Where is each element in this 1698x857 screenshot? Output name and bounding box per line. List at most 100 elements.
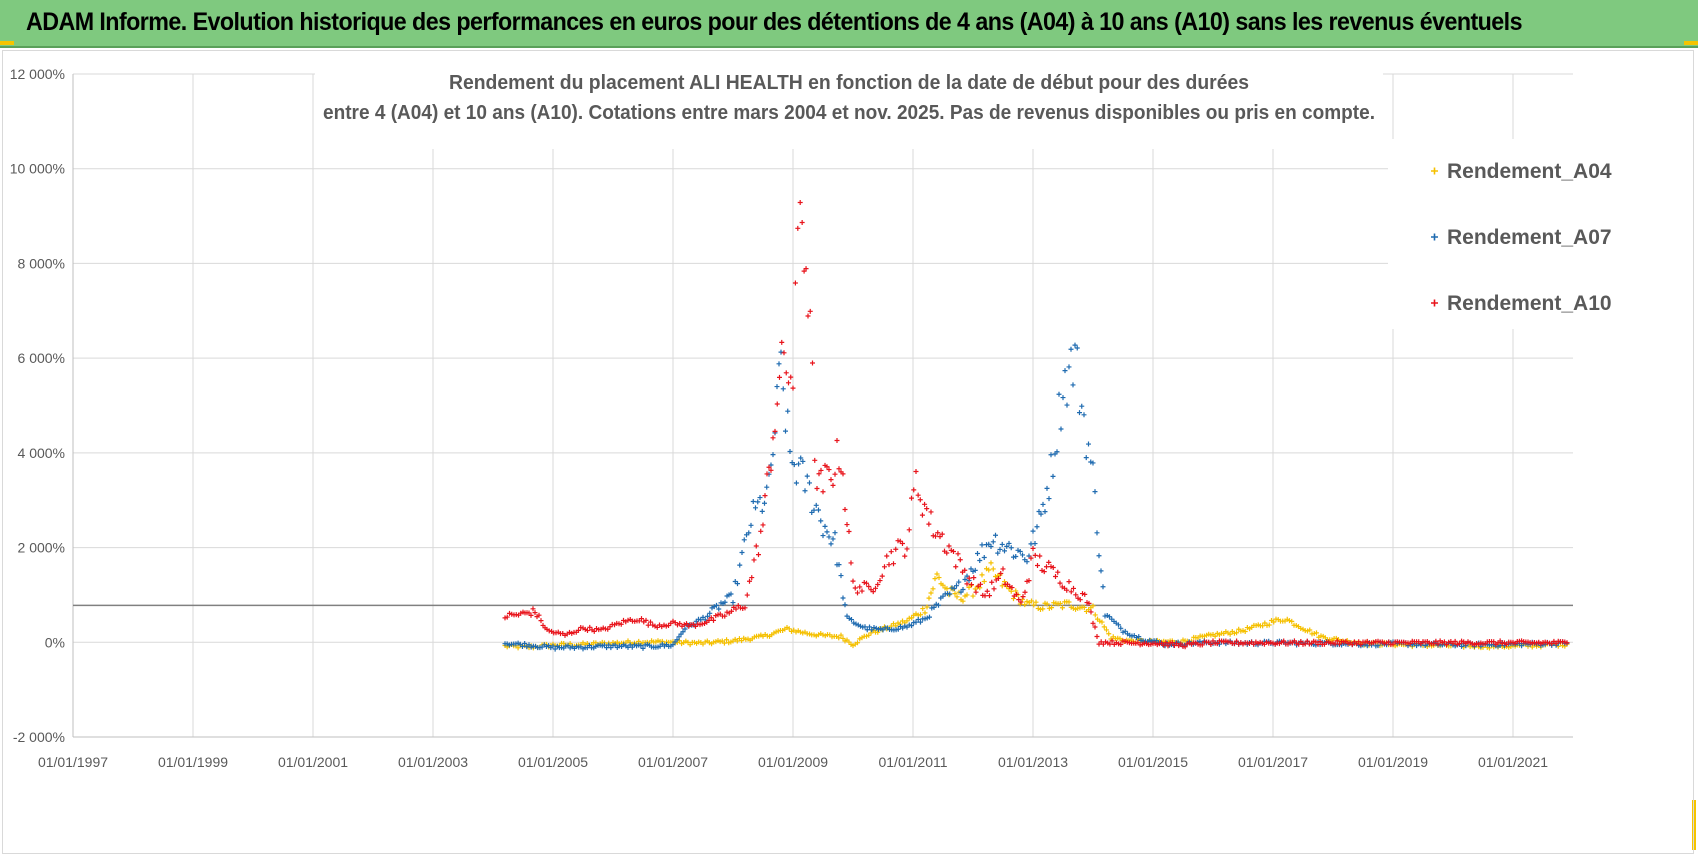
rendement-a10-point (1491, 639, 1497, 645)
rendement-a10-point (935, 530, 941, 536)
rendement-a10-point (1161, 642, 1167, 648)
rendement-a07-point (1136, 634, 1142, 640)
rendement-a07-point (1042, 509, 1048, 515)
rendement-a10-point (1107, 641, 1113, 647)
rendement-a10-point (998, 570, 1004, 576)
rendement-a10-point (924, 506, 930, 512)
rendement-a10-point (711, 617, 716, 623)
rendement-a07-point (793, 480, 799, 486)
rendement-a07-point (962, 577, 968, 583)
rendement-a07-point (958, 589, 964, 595)
rendement-a10-point (648, 619, 653, 625)
rendement-a10-point (1066, 579, 1072, 585)
rendement-a04-point (960, 598, 966, 604)
rendement-a07-point (1122, 628, 1128, 634)
rendement-a10-point (966, 575, 972, 581)
rendement-a10-point (891, 561, 896, 567)
rendement-a07-point (811, 507, 817, 513)
rendement-a10-point (893, 546, 899, 552)
rendement-a07-point (909, 623, 914, 629)
y-tick-label: 4 000% (18, 445, 65, 461)
rendement-a07-point (895, 626, 901, 632)
rendement-a07-point (807, 480, 812, 486)
rendement-a07-point (913, 619, 919, 625)
rendement-a10-point (772, 428, 778, 434)
rendement-a04-point (909, 615, 914, 621)
rendement-a10-point (840, 471, 846, 477)
rendement-a04-point (1011, 596, 1016, 602)
rendement-a04-point (988, 560, 994, 566)
legend-label: Rendement_A04 (1447, 160, 1612, 183)
x-tick-label: 01/01/1997 (38, 754, 108, 770)
rendement-a04-point (922, 610, 928, 616)
rendement-a07-point (849, 617, 854, 623)
rendement-a04-point (1008, 588, 1014, 594)
rendement-a07-point (828, 541, 834, 547)
rendement-a10-point (957, 557, 963, 563)
rendement-a04-point (954, 594, 960, 600)
rendement-a07-point (1056, 391, 1062, 397)
rendement-a10-point (917, 497, 923, 503)
rendement-a10-point (989, 579, 995, 585)
rendement-a10-point (991, 586, 997, 592)
rendement-a07-point (995, 550, 1001, 556)
rendement-a10-point (1208, 642, 1214, 647)
rendement-a10-point (973, 589, 979, 595)
rendement-a04-point (924, 604, 930, 610)
rendement-a07-point (1013, 554, 1019, 560)
rendement-a10-point (882, 564, 887, 570)
rendement-a10-point (774, 401, 780, 407)
rendement-a07-point (820, 533, 826, 539)
rendement-a10-point (742, 605, 748, 611)
rendement-a10-point (864, 580, 869, 586)
rendement-a04-point (926, 595, 932, 601)
rendement-a10-point (1281, 638, 1287, 644)
rendement-a10-point (824, 464, 830, 470)
rendement-a10-point (1564, 640, 1570, 646)
rendement-a10-point (764, 471, 770, 477)
rendement-a07-point (1038, 511, 1044, 517)
corner-mark-top-left (0, 41, 14, 45)
rendement-a10-point (1356, 639, 1362, 645)
rendement-a07-point (993, 532, 998, 538)
rendement-a10-point (639, 616, 644, 622)
rendement-a10-point (928, 509, 934, 515)
rendement-a10-point (797, 199, 803, 205)
rendement-a07-point (1020, 552, 1025, 558)
rendement-a07-point (604, 645, 610, 651)
x-tick-label: 01/01/2021 (1478, 754, 1548, 770)
rendement-a07-point (1060, 395, 1066, 401)
rendement-a07-point (796, 461, 802, 467)
rendement-a10-point (618, 621, 624, 627)
rendement-a10-point (971, 575, 977, 581)
rendement-a10-point (1057, 580, 1063, 586)
rendement-a10-point (1053, 574, 1058, 580)
rendement-a04-point (940, 582, 946, 588)
rendement-a07-point (1050, 473, 1056, 479)
rendement-a10-point (857, 584, 863, 590)
rendement-a04-point (1090, 603, 1096, 609)
rendement-a10-point (1349, 642, 1355, 648)
rendement-a04-point (786, 626, 792, 632)
rendement-a04-point (1040, 606, 1046, 612)
rendement-a07-point (1072, 342, 1078, 348)
rendement-a10-point (911, 487, 917, 493)
rendement-a10-point (1022, 589, 1028, 595)
rendement-a07-point (988, 544, 994, 550)
rendement-a10-point (753, 543, 759, 549)
rendement-a07-point (979, 542, 985, 548)
rendement-a10-point (855, 590, 860, 596)
rendement-a10-point (1441, 639, 1447, 645)
rendement-a10-point (795, 225, 801, 231)
corner-mark-top-right (1684, 41, 1698, 45)
rendement-a07-point (918, 619, 923, 625)
rendement-a07-point (522, 640, 528, 646)
rendement-a10-point (816, 471, 822, 477)
rendement-a04-point (964, 592, 970, 598)
rendement-a07-point (674, 637, 680, 643)
rendement-a10-point (1433, 638, 1439, 644)
rendement-a10-point (1077, 597, 1083, 603)
rendement-a07-point (1040, 501, 1046, 507)
rendement-a04-point (721, 640, 727, 646)
rendement-a10-point (1064, 587, 1070, 593)
